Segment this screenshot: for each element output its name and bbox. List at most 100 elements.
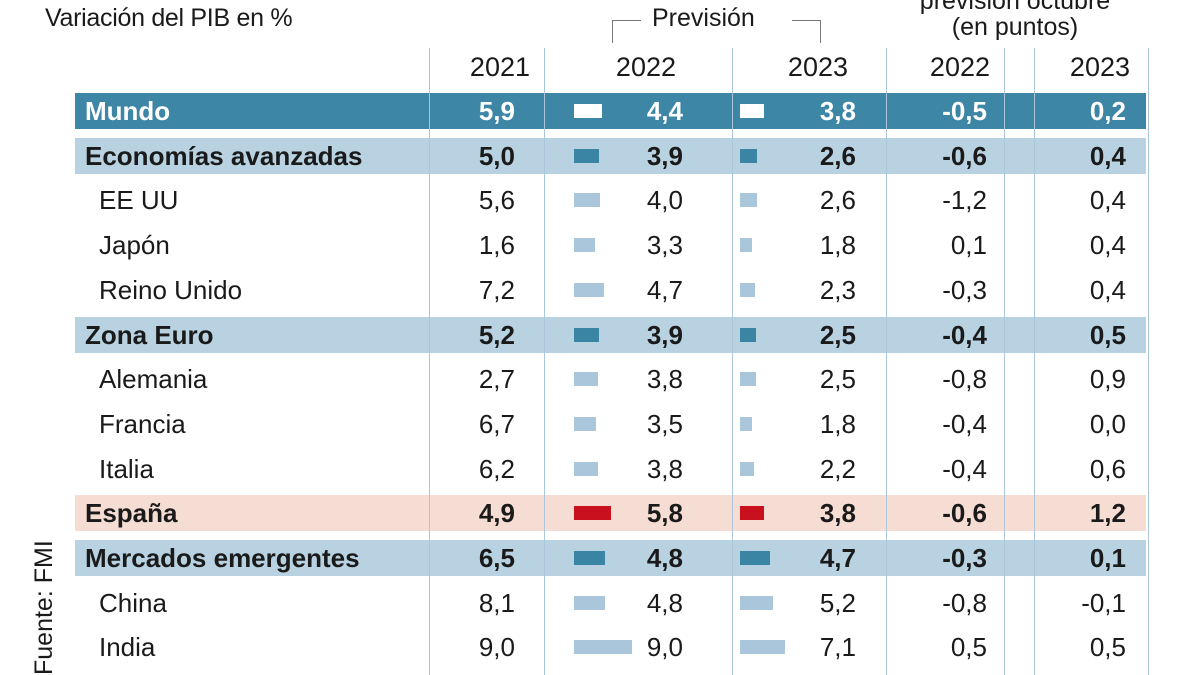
chart-title: Variación del PIB en %	[45, 4, 293, 32]
bar-b2022	[574, 148, 599, 163]
value-v2021: 9,0	[478, 632, 515, 663]
value-d2022: -0,4	[942, 453, 987, 484]
value-v2021: 5,6	[478, 185, 515, 216]
row-band	[75, 137, 1146, 174]
bar-b2022	[574, 416, 597, 431]
value-d2023: 0,9	[1089, 364, 1126, 395]
row-label: Alemania	[99, 364, 208, 395]
value-v2021: 7,2	[478, 274, 515, 305]
bar-b2023	[740, 238, 752, 253]
value-d2023: 0,4	[1089, 185, 1126, 216]
difference-header: previsión octubre (en puntos)	[885, 0, 1145, 40]
value-v2023: 2,6	[819, 140, 856, 171]
value-v2021: 8,1	[478, 587, 515, 618]
row-label: España	[85, 498, 178, 529]
row-label: Japón	[99, 230, 170, 261]
bar-b2023	[740, 461, 755, 476]
value-v2021: 5,2	[478, 319, 515, 350]
column-divider	[1004, 48, 1005, 675]
row-label: Francia	[99, 408, 186, 439]
value-v2023: 1,8	[819, 230, 856, 261]
difference-header-line1: previsión octubre	[919, 0, 1111, 15]
value-d2023: 0,4	[1089, 274, 1126, 305]
source-note: Fuente: FMI	[30, 540, 58, 675]
value-d2022: 0,1	[950, 230, 987, 261]
value-v2021: 6,2	[478, 453, 515, 484]
value-v2022: 4,8	[646, 587, 683, 618]
value-v2023: 2,3	[819, 274, 856, 305]
value-d2022: -0,8	[942, 364, 987, 395]
value-d2022: -0,5	[942, 96, 987, 126]
forecast-bracket-left	[612, 20, 641, 43]
value-v2022: 3,9	[646, 319, 683, 350]
value-v2021: 6,7	[478, 408, 515, 439]
column-header: 2022	[929, 52, 990, 82]
value-d2023: 0,6	[1089, 453, 1126, 484]
bar-b2022	[574, 551, 605, 565]
row-label: Reino Unido	[99, 274, 243, 305]
value-v2022: 4,4	[646, 96, 683, 126]
row-label: India	[99, 632, 156, 663]
value-v2023: 3,8	[819, 498, 856, 529]
value-d2022: 0,5	[950, 632, 987, 663]
value-d2023: -0,1	[1081, 587, 1126, 618]
value-d2022: -0,3	[942, 543, 987, 573]
value-v2022: 3,5	[646, 408, 683, 439]
column-header: 2022	[615, 52, 676, 82]
value-v2023: 5,2	[819, 587, 856, 618]
row-band	[75, 540, 1146, 576]
value-d2022: -0,8	[942, 587, 987, 618]
row-band	[75, 93, 1146, 129]
bar-b2023	[740, 506, 765, 521]
bar-b2022	[574, 461, 599, 476]
value-v2022: 4,8	[646, 543, 683, 573]
value-v2022: 5,8	[646, 498, 683, 529]
value-v2021: 6,5	[478, 543, 515, 573]
bar-b2022	[574, 282, 605, 297]
value-v2023: 2,5	[819, 319, 856, 350]
column-header: 2023	[787, 52, 848, 82]
row-label: EE UU	[99, 185, 179, 216]
value-v2023: 7,1	[819, 632, 856, 663]
value-d2022: -0,4	[942, 319, 987, 350]
bar-b2023	[740, 551, 771, 565]
value-v2023: 3,8	[819, 96, 856, 126]
value-v2023: 1,8	[819, 408, 856, 439]
value-v2023: 2,6	[819, 185, 856, 216]
column-divider	[732, 48, 733, 675]
value-v2021: 4,9	[478, 498, 515, 529]
bar-b2022	[574, 640, 632, 655]
value-v2023: 2,5	[819, 364, 856, 395]
value-d2023: 0,4	[1089, 140, 1126, 171]
value-v2022: 9,0	[646, 632, 683, 663]
value-d2022: -0,3	[942, 274, 987, 305]
value-d2022: -1,2	[942, 185, 987, 216]
bar-b2022	[574, 372, 599, 387]
value-d2023: 0,5	[1089, 319, 1126, 350]
column-divider	[1034, 48, 1035, 675]
bar-b2023	[740, 372, 756, 387]
value-v2021: 5,0	[478, 140, 515, 171]
value-d2022: -0,6	[942, 140, 987, 171]
row-label: Mundo	[85, 96, 171, 126]
value-d2023: 1,2	[1089, 498, 1126, 529]
value-v2022: 4,7	[646, 274, 683, 305]
value-v2022: 3,8	[646, 364, 683, 395]
bar-b2023	[740, 640, 786, 655]
column-divider	[429, 48, 430, 675]
bar-b2022	[574, 506, 612, 521]
column-divider	[886, 48, 887, 675]
value-v2022: 4,0	[646, 185, 683, 216]
value-d2022: -0,6	[942, 498, 987, 529]
value-v2022: 3,3	[646, 230, 683, 261]
value-v2023: 2,2	[819, 453, 856, 484]
value-d2023: 0,0	[1089, 408, 1126, 439]
value-v2022: 3,9	[646, 140, 683, 171]
bar-b2023	[740, 595, 774, 610]
column-header: 2023	[1069, 52, 1130, 82]
bar-b2023	[740, 416, 752, 431]
value-v2023: 4,7	[819, 543, 856, 573]
value-v2021: 2,7	[478, 364, 515, 395]
value-d2022: -0,4	[942, 408, 987, 439]
bar-b2023	[740, 282, 755, 297]
